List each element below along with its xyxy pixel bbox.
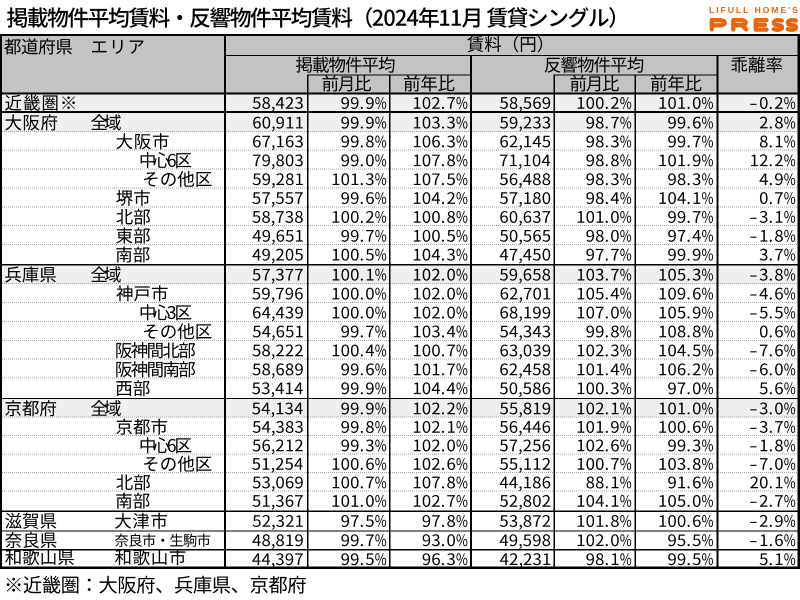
svg-text:LIFULL HOME'S: LIFULL HOME'S	[709, 5, 800, 15]
